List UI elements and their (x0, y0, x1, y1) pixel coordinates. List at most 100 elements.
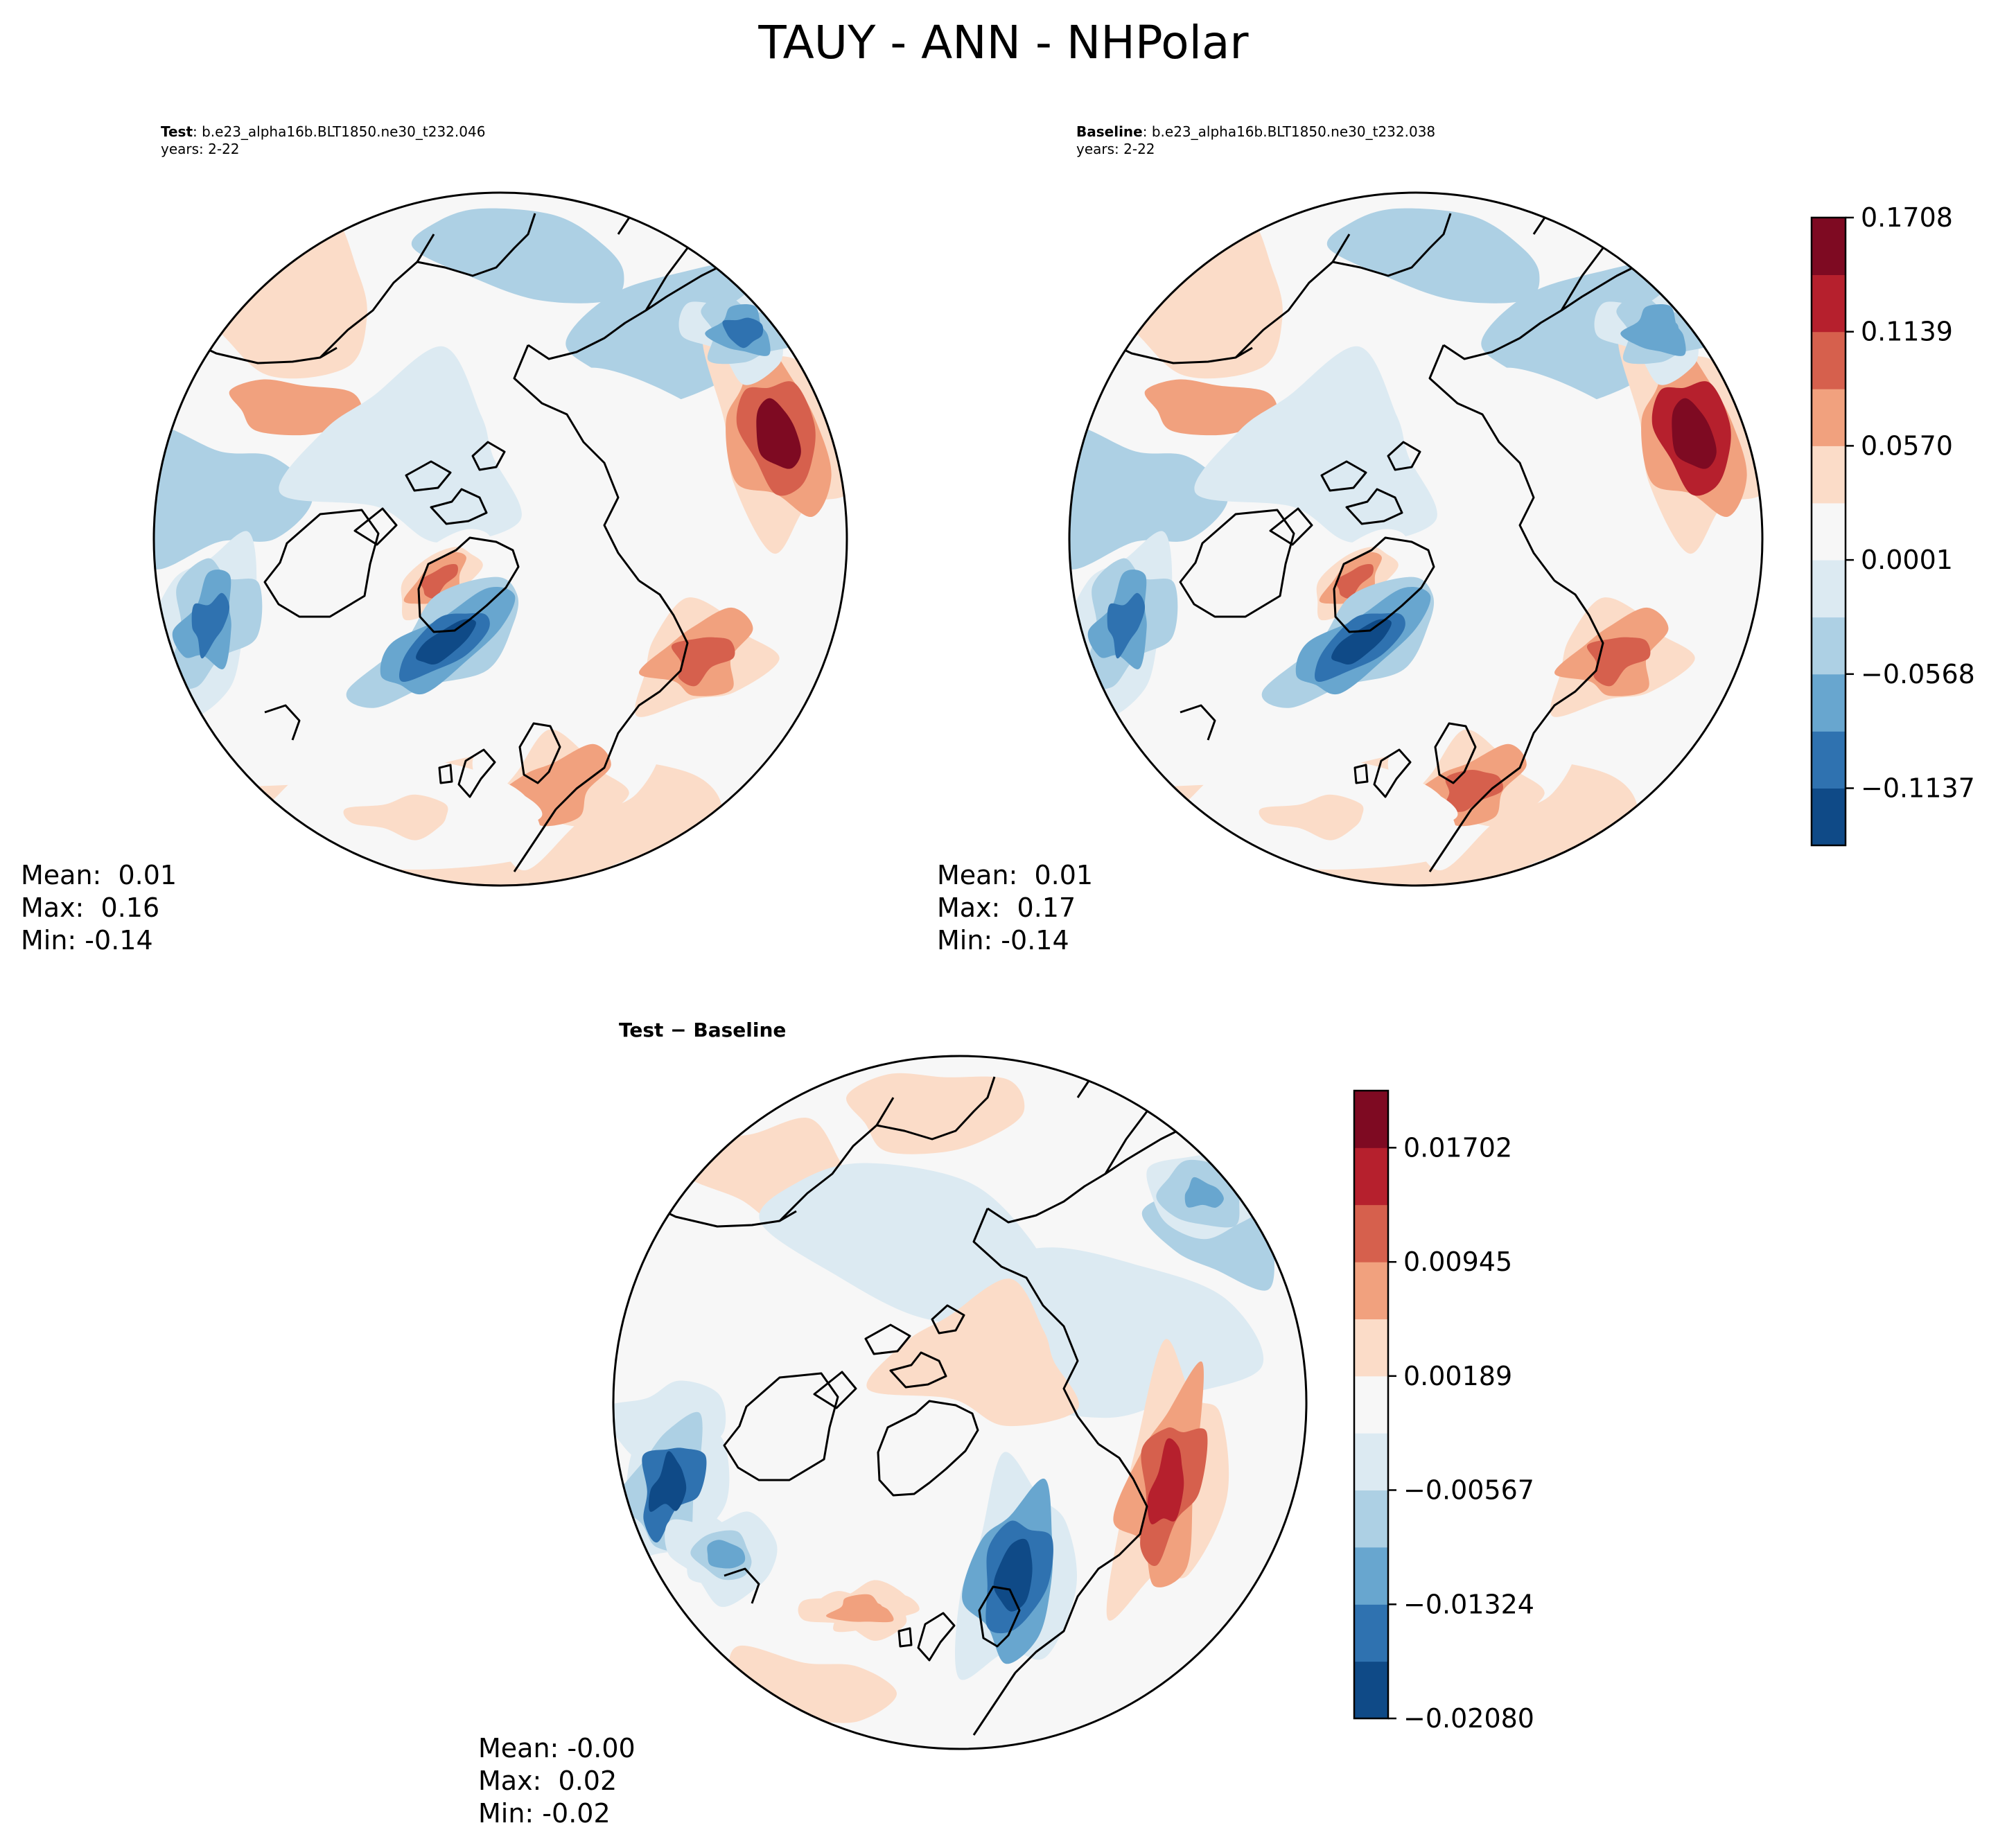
main-colorbar-bin-2 (1812, 674, 1846, 732)
coastline-line-6 (972, 1672, 1017, 1736)
test-mean: Mean: 0.01 (21, 860, 177, 890)
coastline-line-11 (1167, 1692, 1203, 1716)
test-feature-2 (671, 637, 735, 687)
main-colorbar-tick-label-5: −0.1137 (1861, 773, 1975, 804)
test-stats: Mean: 0.01 Max: 0.16 Min: -0.14 (21, 859, 177, 957)
diff-colorbar-tick-label-5: −0.02080 (1403, 1703, 1534, 1734)
coastline-line-6 (1428, 809, 1473, 872)
figure-title: TAUY - ANN - NHPolar (758, 16, 1249, 69)
baseline-max: Max: 0.17 (937, 892, 1076, 923)
main-colorbar-tick-label-0: 0.1708 (1861, 202, 1953, 233)
baseline-case: : b.e23_alpha16b.BLT1850.ne30_t232.038 (1142, 123, 1436, 140)
coastline-6 (1373, 748, 1412, 798)
diff-feature-2 (649, 1451, 687, 1512)
baseline-feature-7 (1259, 794, 1364, 841)
main-colorbar-tick-label-1: 0.1139 (1861, 317, 1953, 347)
diff-colorbar-bin-10 (1354, 1091, 1388, 1148)
diff-header: Test − Baseline (619, 1019, 787, 1041)
coastline-line-5 (554, 579, 689, 811)
main-colorbar-bin-10 (1812, 218, 1846, 275)
coastline-line-3 (1443, 247, 1666, 360)
coastline-2 (1320, 460, 1367, 492)
coastline-7 (438, 764, 453, 784)
diff-colorbar-bin-5 (1354, 1375, 1388, 1434)
diff-feature-4 (707, 1540, 746, 1569)
coastline-line-3 (987, 1110, 1210, 1224)
diff-feature-3 (1184, 1177, 1224, 1208)
coastline-line-11 (708, 829, 744, 852)
coastline-2 (405, 460, 452, 492)
baseline-min: Min: -0.14 (937, 925, 1069, 956)
diff-colorbar-bin-9 (1354, 1147, 1388, 1206)
coastline-5 (263, 509, 380, 618)
diff-min: Min: -0.02 (478, 1798, 611, 1829)
baseline-label: Baseline (1076, 123, 1143, 140)
test-feature-1 (529, 769, 588, 812)
coastline-8 (1434, 722, 1477, 784)
diff-colorbar-tick-label-2: 0.00189 (1403, 1361, 1512, 1391)
baseline-mean: Mean: 0.01 (937, 860, 1094, 890)
main-colorbar-bin-9 (1812, 274, 1846, 333)
coastline-line-4 (972, 1208, 1100, 1445)
diff-colorbar-tick-label-4: −0.01324 (1403, 1589, 1534, 1619)
baseline-years: years: 2-22 (1076, 141, 1155, 157)
coastline-5 (723, 1372, 839, 1481)
test-feature-7 (343, 794, 448, 841)
baseline-stats: Mean: 0.01 Max: 0.17 Min: -0.14 (937, 859, 1093, 957)
coastline-line-4 (1428, 344, 1556, 581)
main-colorbar-bin-8 (1812, 331, 1846, 389)
test-map (154, 193, 847, 886)
main-colorbar-bin-6 (1812, 446, 1846, 504)
diff-feature-1 (1147, 1438, 1184, 1524)
coastline-3 (1387, 441, 1421, 471)
coastline-1 (1345, 488, 1403, 525)
test-label: Test (161, 123, 193, 140)
diff-mean: Mean: -0.00 (478, 1733, 636, 1763)
diff-colorbar-bin-1 (1354, 1604, 1388, 1662)
baseline-field-patch (1326, 208, 1540, 303)
coastline-line-9 (1180, 704, 1216, 741)
baseline-map (1069, 193, 1762, 886)
main-colorbar-bin-0 (1812, 788, 1846, 846)
main-colorbar-bin-3 (1812, 617, 1846, 675)
coastline-line-4 (513, 344, 640, 581)
coastline-line-5 (1014, 1443, 1148, 1674)
test-field-patch (411, 208, 624, 303)
test-header: Test: b.e23_alpha16b.BLT1850.ne30_t232.0… (161, 123, 485, 158)
coastline-line-9 (724, 1567, 760, 1604)
coastline-0 (1333, 536, 1435, 633)
test-feature-3 (419, 564, 458, 599)
diff-max: Max: 0.02 (478, 1766, 617, 1796)
diff-feature-5 (841, 1601, 883, 1620)
coastline-0 (877, 1400, 979, 1497)
coastline-8 (518, 722, 561, 784)
diff-field-patch (846, 1073, 1025, 1154)
test-feature-5 (722, 317, 764, 349)
baseline-map-border (1068, 191, 1764, 887)
baseline-field-patch (1144, 379, 1278, 436)
coastline-line-11 (1623, 829, 1659, 852)
coastline-line-10 (1692, 766, 1721, 790)
diff-colorbar-bin-8 (1354, 1204, 1388, 1262)
diff-colorbar-tick-label-0: 0.01702 (1403, 1132, 1512, 1163)
coastline-4 (353, 507, 398, 546)
baseline-header: Baseline: b.e23_alpha16b.BLT1850.ne30_t2… (1076, 123, 1435, 158)
coastline-line-1 (778, 1097, 895, 1222)
coastline-line-1 (1234, 234, 1351, 359)
baseline-field-patch (1069, 204, 1283, 379)
diff-map-border (612, 1055, 1308, 1750)
coastline-1 (430, 488, 488, 525)
diff-colorbar-bin-2 (1354, 1547, 1388, 1605)
coastline-0 (417, 536, 520, 633)
test-feature-4 (416, 619, 476, 665)
baseline-feature-5 (1638, 317, 1679, 349)
coastline-line-5 (1470, 579, 1604, 811)
test-feature-0 (756, 398, 801, 469)
coastline-5 (1179, 509, 1295, 618)
diff-colorbar-tick-label-1: 0.00945 (1403, 1247, 1512, 1277)
main-colorbar-bin-1 (1812, 731, 1846, 789)
coastline-2 (864, 1323, 911, 1355)
baseline-feature-4 (1331, 619, 1392, 665)
